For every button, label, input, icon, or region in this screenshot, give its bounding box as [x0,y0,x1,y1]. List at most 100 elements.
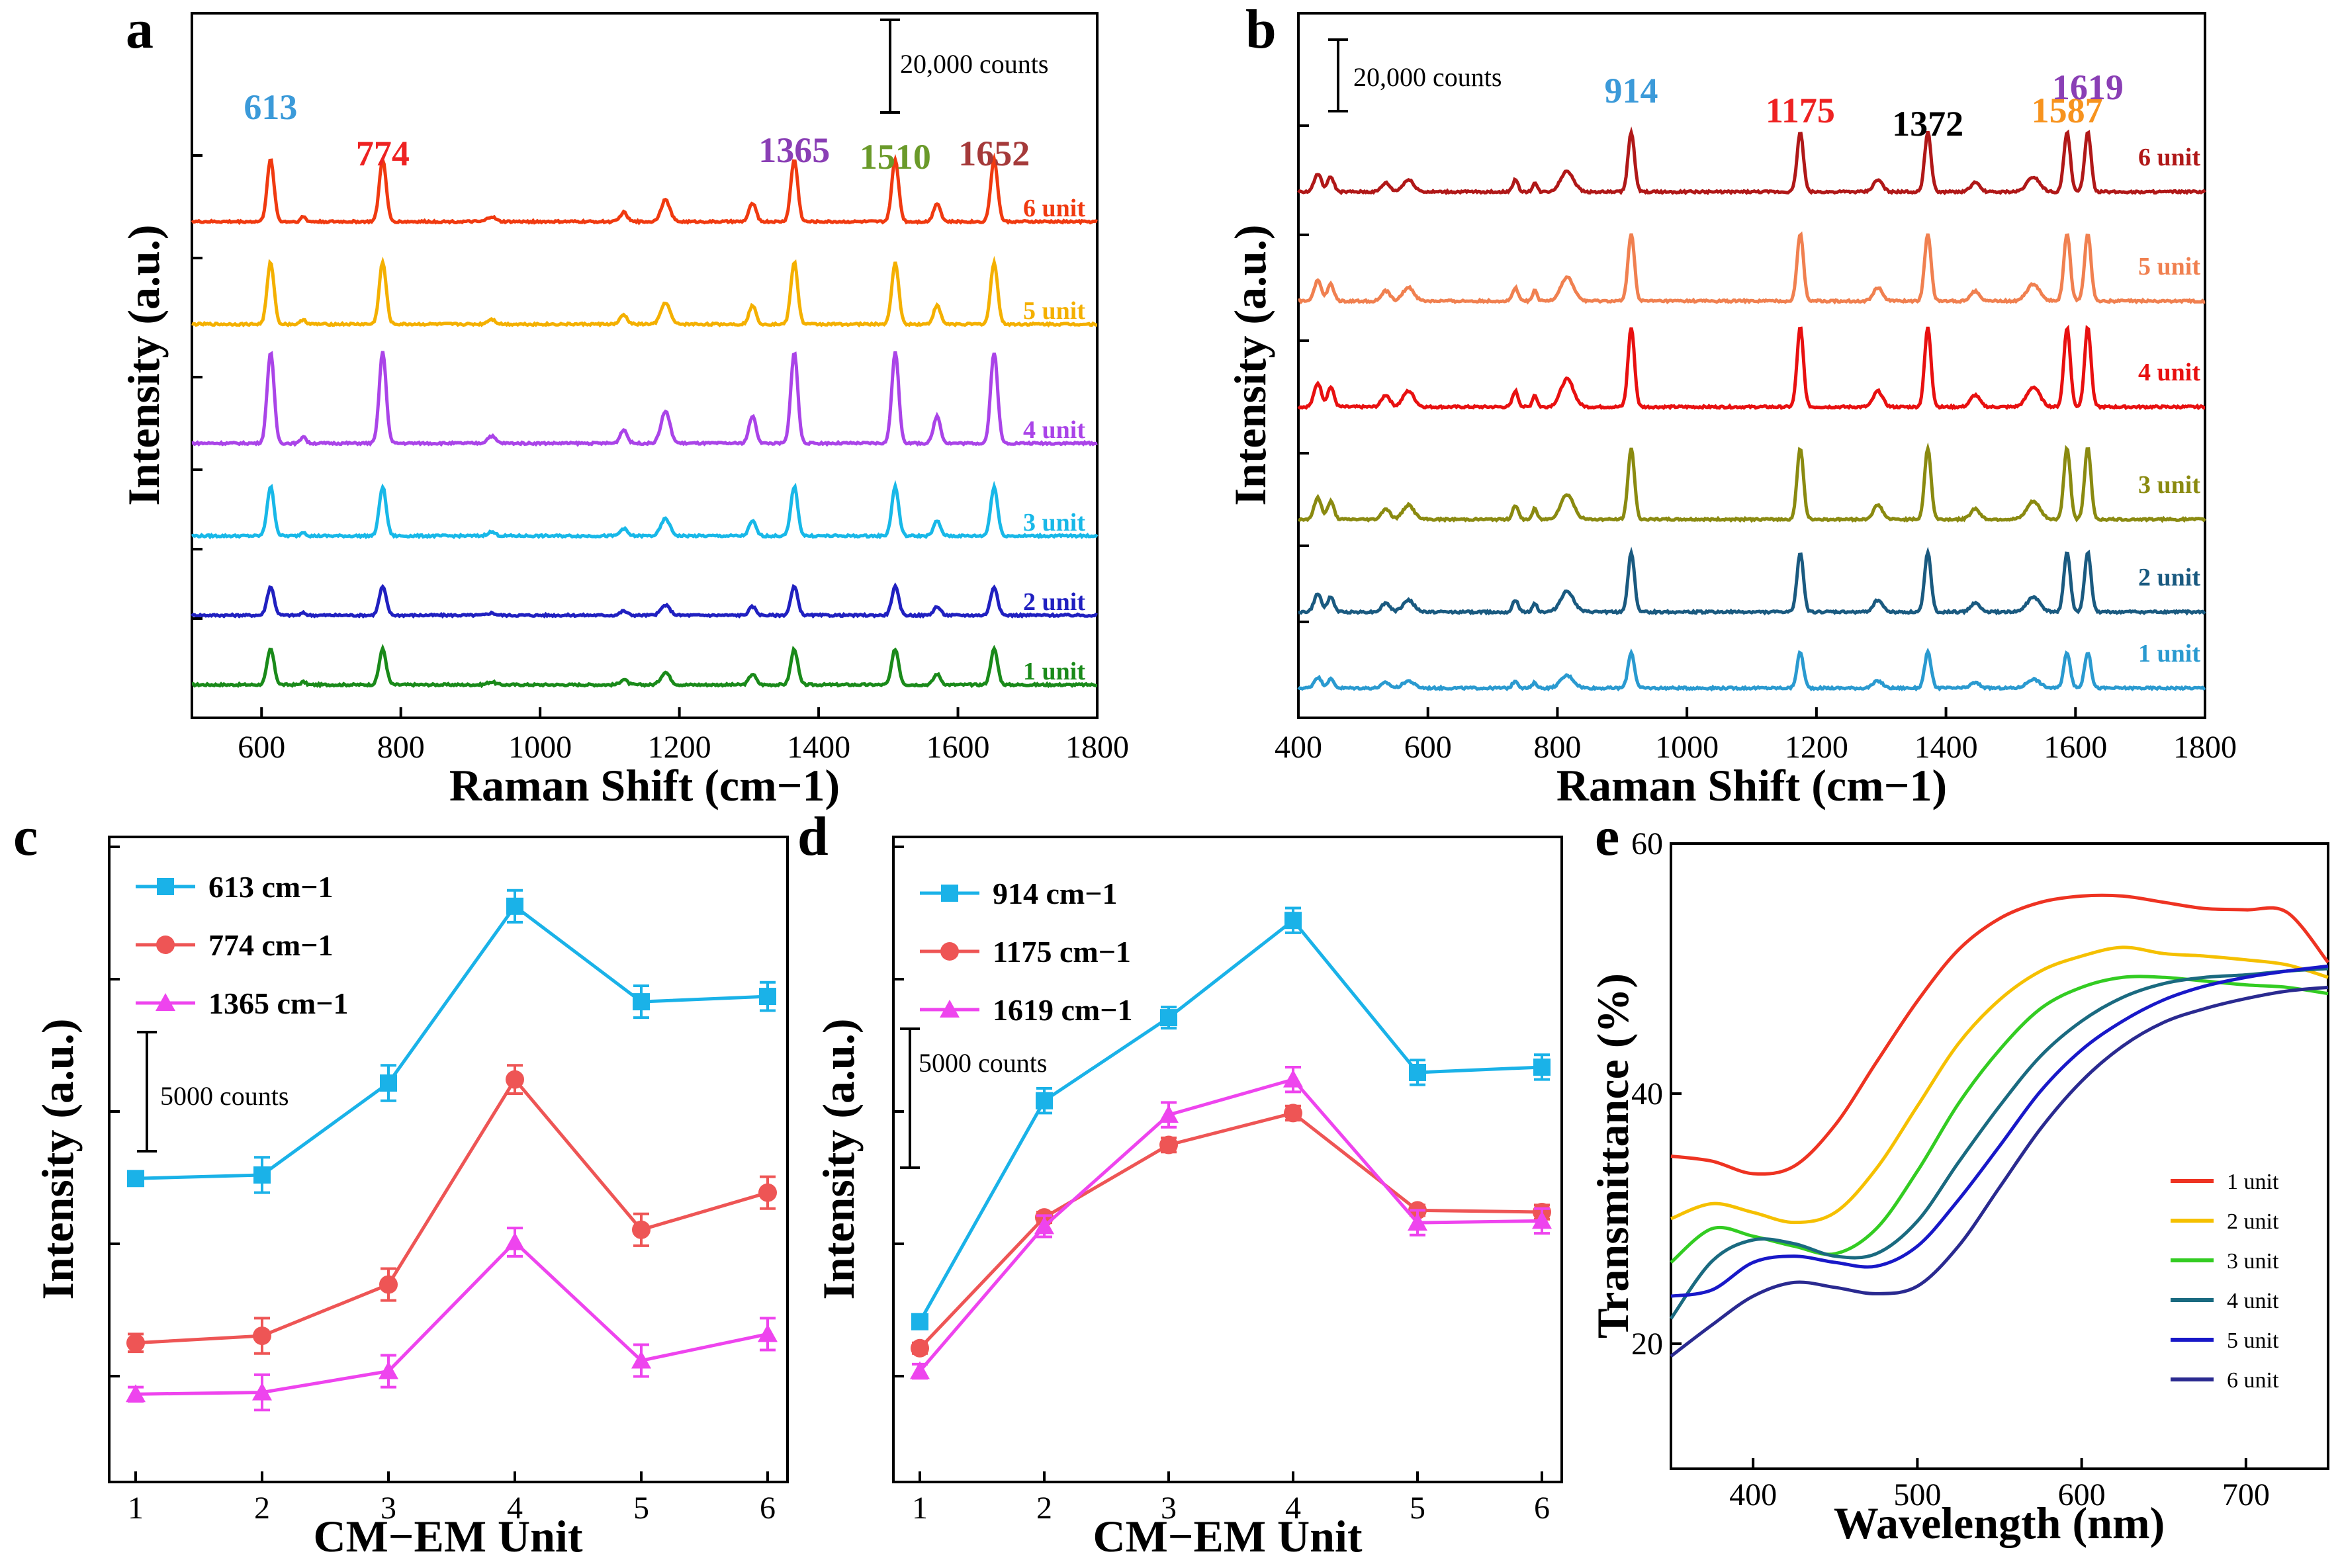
pc-xtick-label: 6 [760,1491,776,1526]
pa-peak-label: 774 [356,134,410,173]
pb-unit-label: 6 unit [2138,144,2200,171]
pc-data-point [632,1220,651,1239]
pb-xtick-label: 1000 [1655,730,1719,765]
pd-legend-marker [940,1000,960,1018]
panel-d: d 914 cm−1 1175 cm−1 1619 cm−1 1 2 3 4 5 6 5000… [797,806,1563,1561]
pc-data-point [379,1275,398,1294]
pd-data-point [1408,1213,1427,1231]
pa-spectrum-6 [191,152,1098,226]
pb-xtick-label: 1800 [2173,730,2237,765]
pc-data-point [380,1074,397,1092]
pc-legend-label: 774 cm−1 [208,928,333,962]
pc-xtick-label: 2 [254,1491,270,1526]
pc-legend-label: 613 cm−1 [208,870,333,904]
pc-data-point [505,1232,525,1250]
pa-unit-label: 6 unit [1023,195,1085,222]
pd-data-point [1409,1063,1426,1081]
pd-data-point [1283,1069,1303,1088]
pb-unit-label: 4 unit [2138,359,2200,386]
pe-legend-label: 2 unit [2227,1209,2279,1234]
panel-a-axes [191,12,1099,719]
panel-a-scale-label: 20,000 counts [900,49,1048,79]
pb-peak-label: 1587 [2032,91,2103,130]
panel-e-label: e [1595,806,1619,867]
pd-series-line-3 [919,1077,1543,1373]
panel-d-xlabel: CM−EM Unit [1093,1511,1362,1561]
pc-data-point [506,897,523,915]
panel-b-label: b [1245,0,1277,60]
pc-data-point [127,1170,144,1188]
pe-transmittance-curve-2 [1670,945,2329,1225]
pb-spectrum-2 [1298,546,2206,616]
pb-spectrum-1 [1297,647,2206,692]
pd-data-point [1284,912,1302,930]
pe-legend-label: 6 unit [2227,1368,2279,1393]
pb-xtick-label: 1200 [1785,730,1848,765]
pc-data-point [253,1327,271,1346]
pc-data-point [631,1350,651,1369]
pc-legend-label: 1365 cm−1 [208,986,348,1020]
pe-transmittance-curve-1 [1670,893,2329,1176]
panel-c-label: c [13,806,38,867]
pb-peak-label: 1619 [2052,67,2124,107]
pb-unit-label: 3 unit [2138,471,2200,499]
pb-xtick-label: 600 [1404,730,1452,765]
pd-data-point [911,1338,929,1358]
pd-xtick-label: 6 [1534,1491,1550,1526]
pd-data-point [1160,1009,1177,1027]
pd-legend-marker [940,942,959,961]
panel-d-label: d [797,806,829,867]
pa-spectrum-1 [191,644,1097,689]
pa-xtick-label: 1000 [508,730,572,765]
pd-series-line-1 [918,918,1543,1323]
pa-peak-label: 1365 [758,130,830,170]
pc-data-point [758,1324,778,1342]
pd-data-point [1532,1211,1552,1229]
pd-xtick-label: 5 [1410,1491,1425,1526]
pa-xtick-label: 1400 [787,730,850,765]
pe-transmittance-curve-5 [1670,964,2329,1298]
pe-legend-label: 4 unit [2227,1289,2279,1313]
pc-data-point [758,1183,777,1202]
pd-data-point [910,1361,930,1379]
pa-spectrum-3 [191,480,1099,540]
pd-data-point [1159,1135,1178,1154]
pc-series-line-2 [135,1076,768,1345]
pa-spectrum-5 [191,255,1098,328]
pb-xtick-label: 800 [1533,730,1581,765]
panel-c-axes [108,836,789,1483]
pd-legend-label: 1619 cm−1 [993,993,1132,1027]
pd-data-point [1036,1092,1053,1110]
pb-xtick-label: 1600 [2044,730,2107,765]
pe-xtick-label: 400 [1729,1477,1777,1512]
pe-transmittance-curve-6 [1670,985,2329,1358]
pb-peak-label: 914 [1604,71,1658,110]
pc-xtick-label: 4 [507,1491,523,1526]
pa-xtick-label: 800 [377,730,425,765]
panel-d-scale-label: 5000 counts [919,1048,1047,1078]
pa-unit-label: 2 unit [1023,588,1085,616]
pb-spectrum-5 [1298,231,2206,305]
pd-legend-marker [941,885,958,902]
pe-legend-label: 5 unit [2227,1328,2279,1353]
pb-xtick-label: 400 [1275,730,1322,765]
panel-a: a 613 774 1365 1510 1652 1 unit 2 unit 3 unit 4… [118,0,1129,810]
pe-transmittance-curve-3 [1670,975,2329,1264]
pd-xtick-label: 1 [912,1491,928,1526]
panel-a-xlabel: Raman Shift (cm−1) [449,760,840,810]
pb-spectrum-4 [1297,324,2206,411]
pb-unit-label: 5 unit [2138,253,2200,281]
pb-unit-label: 2 unit [2138,564,2200,591]
pa-spectrum-2 [191,582,1098,619]
pa-unit-label: 3 unit [1023,509,1085,537]
pb-xtick-label: 1400 [1914,730,1978,765]
pa-spectrum-4 [191,351,1098,447]
pb-peak-label: 1372 [1892,104,1963,144]
pc-data-point [126,1384,146,1403]
pb-peak-label: 1175 [1766,91,1835,130]
panel-a-ylabel: Intensity (a.u.) [118,224,169,505]
panel-c-xlabel: CM−EM Unit [313,1511,582,1561]
pb-spectrum-6 [1297,126,2206,196]
